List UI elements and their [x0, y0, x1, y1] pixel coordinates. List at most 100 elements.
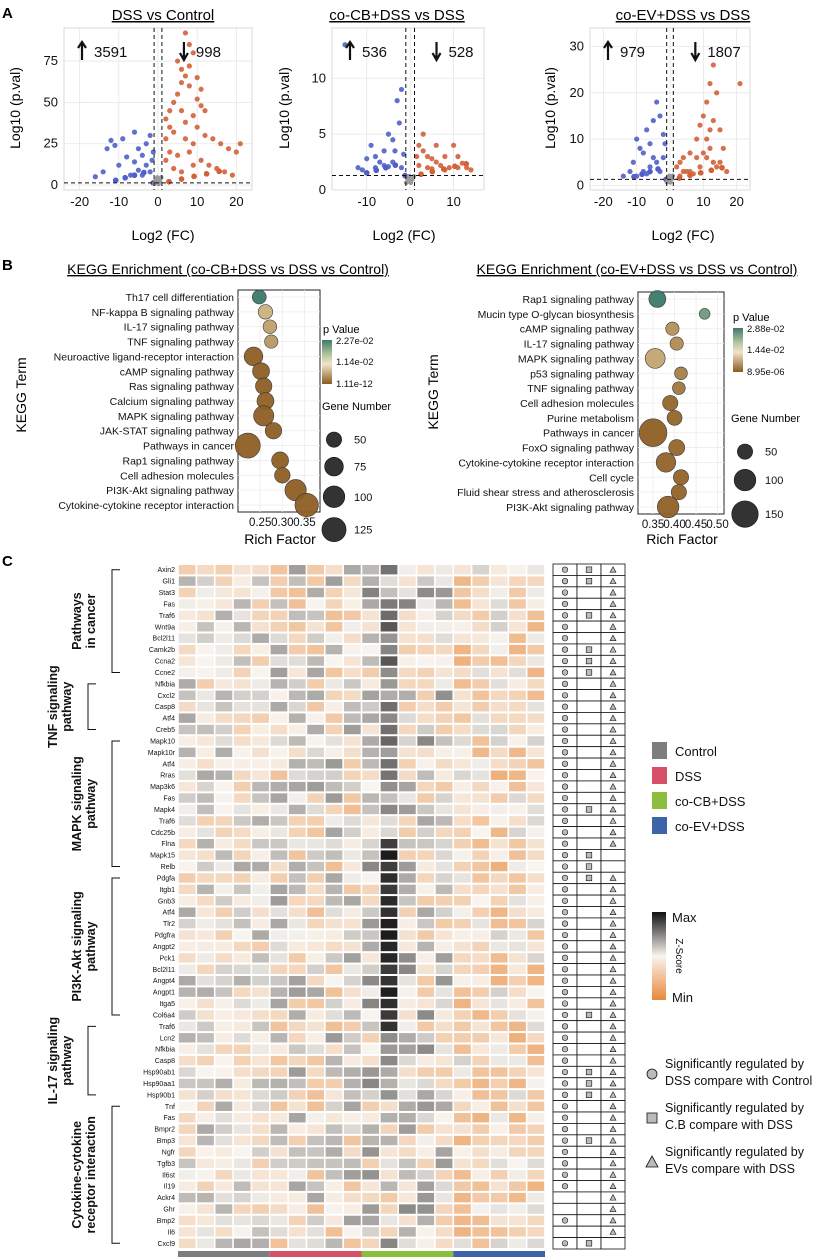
heatmap-cell [307, 1135, 324, 1146]
heatmap-cell [527, 1078, 545, 1089]
heatmap-cell [325, 884, 343, 895]
circle-icon [561, 943, 569, 950]
pathway-label-line: Pathways [70, 592, 84, 650]
circle-icon [646, 1068, 658, 1080]
heatmap-cell [509, 998, 526, 1009]
heatmap-cell [270, 861, 288, 872]
heatmap-cell [435, 953, 453, 963]
heatmap-cell [454, 770, 471, 780]
kegg-term-label: TNF signaling pathway [527, 383, 635, 395]
heatmap-cell [288, 1033, 306, 1043]
heatmap-cell [472, 622, 490, 632]
heatmap-cell [435, 1078, 453, 1089]
heatmap-cell [270, 702, 288, 712]
kegg-term-label: cAMP signaling pathway [120, 366, 235, 378]
down-point [113, 177, 119, 183]
heatmap-cell [380, 565, 398, 575]
down-point [396, 120, 402, 126]
sig-cell [576, 791, 602, 805]
triangle-icon [609, 566, 617, 573]
heatmap-cell [362, 759, 380, 769]
heatmap-cell [233, 896, 251, 906]
heatmap-cell [380, 1101, 398, 1111]
sig-cell [576, 712, 602, 725]
heatmap-cell [233, 1124, 251, 1134]
heatmap-cell [454, 1227, 471, 1237]
heatmap-cell [527, 884, 545, 895]
sig-cell [552, 1202, 578, 1216]
gene-label: Hsp90aa1 [143, 1081, 175, 1088]
pathway-label-line: pathway [84, 779, 98, 829]
heatmap-cell [527, 587, 545, 598]
heatmap-cell [325, 1181, 343, 1191]
heatmap-cell [399, 1113, 416, 1123]
triangle-icon [609, 1079, 617, 1087]
down-point [647, 164, 653, 170]
heatmap-cell [215, 953, 233, 963]
ns-point [411, 174, 417, 179]
circle-icon [561, 1000, 569, 1007]
heatmap-cell [509, 679, 526, 689]
heatmap-cell [362, 1055, 380, 1066]
heatmap-cell [380, 964, 398, 974]
heatmap-cell [399, 827, 416, 837]
heatmap-cell [417, 747, 435, 758]
gene-label: Bcl2l11 [153, 967, 176, 974]
heatmap-cell [233, 1170, 251, 1180]
heatmap-cell [197, 1204, 214, 1214]
heatmap-cell [270, 1170, 288, 1180]
gene-label: Wnt9a [155, 624, 175, 631]
heatmap-cell [178, 1055, 196, 1066]
square-icon [585, 657, 593, 665]
pathway-bracket [87, 1025, 96, 1096]
heatmap-cell [307, 1124, 324, 1134]
heatmap-cell [380, 667, 398, 678]
heatmap-cell [215, 587, 233, 598]
heatmap-cell [178, 576, 196, 586]
up-point [707, 127, 713, 133]
heatmap-cell [288, 724, 306, 735]
kegg-dot [665, 321, 680, 336]
heatmap-cell [343, 941, 361, 952]
heatmap-cell [233, 793, 251, 803]
heatmap-cell [233, 1204, 251, 1214]
heatmap-cell [252, 1033, 269, 1043]
heatmap-cell [307, 633, 324, 643]
square-icon [585, 578, 593, 585]
heatmap-cell [472, 1135, 490, 1146]
heatmap-cell [435, 1124, 453, 1134]
heatmap-cell [454, 1078, 471, 1089]
heatmap-cell [380, 1021, 398, 1032]
heatmap-cell [399, 1101, 416, 1111]
heatmap-cell [490, 1033, 508, 1043]
heatmap-cell [509, 770, 526, 780]
down-point [143, 141, 149, 147]
heatmap-cell [270, 1021, 288, 1032]
heatmap-cell [527, 713, 545, 723]
heatmap-cell [252, 747, 269, 758]
heatmap-cell [178, 1021, 196, 1032]
heatmap-cell [197, 873, 214, 883]
down-point [364, 156, 370, 162]
heatmap-cell [252, 679, 269, 689]
heatmap-cell [527, 1113, 545, 1123]
heatmap-cell [454, 622, 471, 632]
heatmap-cell [417, 1215, 435, 1226]
heatmap-cell [490, 1227, 508, 1237]
heatmap-cell [454, 1044, 471, 1054]
heatmap-cell [215, 873, 233, 883]
heatmap-cell [435, 1215, 453, 1226]
heatmap-cell [178, 656, 196, 666]
heatmap-cell [233, 587, 251, 598]
heatmap-cell [215, 724, 233, 735]
heatmap-cell [435, 713, 453, 723]
heatmap-cell [343, 827, 361, 837]
volcano2-xlabel: Log2 (FC) [372, 227, 435, 243]
heatmap-cell [454, 918, 471, 929]
heatmap-cell [380, 941, 398, 952]
heatmap-cell [527, 793, 545, 803]
heatmap-cell [362, 1010, 380, 1020]
sig-cell [576, 1214, 602, 1227]
heatmap-cell [197, 976, 214, 986]
heatmap-cell [417, 1055, 435, 1066]
